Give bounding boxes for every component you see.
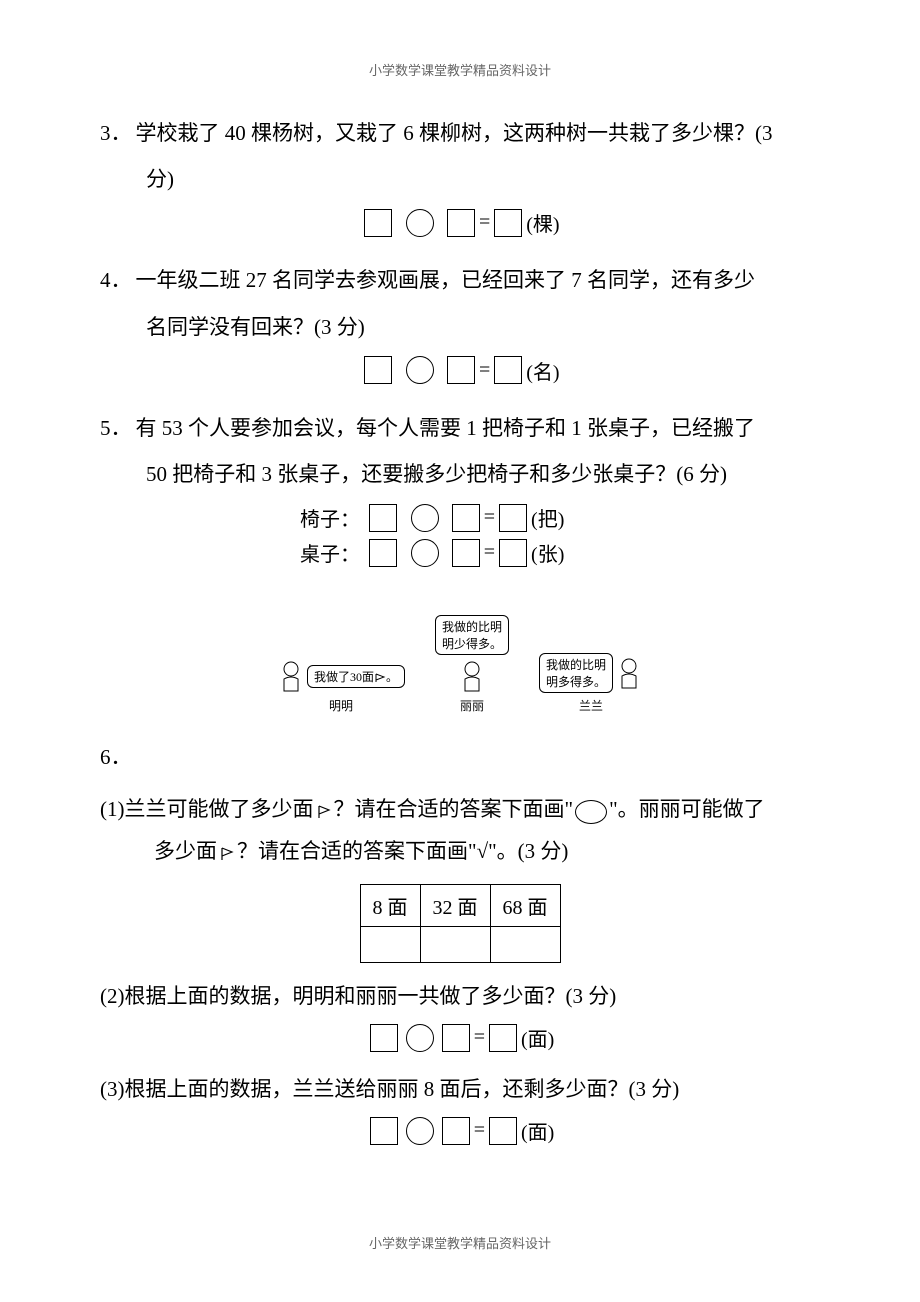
- lili-figure: 我做的比明明少得多。 丽丽: [435, 615, 509, 714]
- lanlan-bubble: 我做的比明明多得多。: [539, 653, 613, 693]
- q6-sub3-unit: (面): [521, 1122, 554, 1144]
- blank-box[interactable]: [447, 209, 475, 237]
- q6-sub1-text-a: (1)兰兰可能做了多少面: [100, 797, 314, 821]
- q6-sub1-line2-a: 多少面: [154, 839, 217, 863]
- q6-sub1-text-c: "。丽丽可能做了: [609, 797, 765, 821]
- q5-chair-equation: 椅子： = (把): [100, 503, 820, 532]
- option-cell: 68 面: [490, 885, 560, 927]
- answer-cell[interactable]: [490, 927, 560, 963]
- blank-box[interactable]: [442, 1024, 470, 1052]
- question-6: 6． (1)兰兰可能做了多少面 ？请在合适的答案下面画" "。丽丽可能做了 多少面 ？…: [100, 734, 820, 1145]
- child-icon: [615, 656, 643, 690]
- q6-sub3: (3)根据上面的数据，兰兰送给丽丽 8 面后，还剩多少面？(3 分): [100, 1068, 820, 1110]
- main-content: 3． 学校栽了 40 棵杨树，又栽了 6 棵柳树，这两种树一共栽了多少棵？(3 …: [100, 110, 820, 1145]
- q6-options-table: 8 面 32 面 68 面: [360, 884, 561, 963]
- question-3: 3． 学校栽了 40 棵杨树，又栽了 6 棵柳树，这两种树一共栽了多少棵？(3 …: [100, 110, 820, 237]
- blank-box[interactable]: [364, 209, 392, 237]
- q6-sub2-equation: = (面): [100, 1023, 820, 1052]
- blank-box[interactable]: [499, 539, 527, 567]
- child-icon: [277, 659, 305, 693]
- q5-desk-unit: (张): [531, 544, 564, 566]
- question-5: 5． 有 53 个人要参加会议，每个人需要 1 把椅子和 1 张桌子，已经搬了 …: [100, 405, 820, 714]
- equals-sign: =: [479, 211, 490, 233]
- flag-icon: [374, 673, 386, 683]
- flag-icon: [316, 804, 332, 820]
- child-icon: [458, 659, 486, 693]
- q6-number: 6．: [100, 734, 132, 780]
- q4-text-line1: 一年级二班 27 名同学去参观画展，已经回来了 7 名同学，还有多少: [136, 257, 821, 303]
- equals-sign: =: [479, 359, 490, 381]
- blank-box[interactable]: [499, 504, 527, 532]
- q4-text-line2: 名同学没有回来？(3 分): [100, 304, 820, 350]
- q3-equation: = (棵): [100, 208, 820, 237]
- page-header: 小学数学课堂教学精品资料设计: [0, 60, 920, 79]
- blank-box[interactable]: [489, 1024, 517, 1052]
- answer-cell[interactable]: [360, 927, 420, 963]
- blank-circle[interactable]: [406, 356, 434, 384]
- page-footer: 小学数学课堂教学精品资料设计: [0, 1233, 920, 1252]
- q5-text-line1: 有 53 个人要参加会议，每个人需要 1 把椅子和 1 张桌子，已经搬了: [136, 405, 821, 451]
- blank-circle[interactable]: [411, 504, 439, 532]
- q6-illustration: 我做了30面。 明明 我做的比明明少得多。 丽丽 我做的比明明多得多。 兰兰: [100, 575, 820, 714]
- equals-sign: =: [484, 506, 495, 528]
- q6-sub2: (2)根据上面的数据，明明和丽丽一共做了多少面？(3 分): [100, 975, 820, 1017]
- blank-box[interactable]: [370, 1024, 398, 1052]
- chair-label: 椅子：: [300, 509, 360, 531]
- blank-circle[interactable]: [406, 1024, 434, 1052]
- q6-sub1-line2: 多少面 ？请在合适的答案下面画"√"。(3 分): [100, 830, 820, 872]
- equals-sign: =: [484, 541, 495, 563]
- lanlan-figure: 我做的比明明多得多。 兰兰: [539, 653, 643, 714]
- q6-sub1-line2-b: ？请在合适的答案下面画"√"。(3 分): [237, 839, 568, 863]
- mingming-figure: 我做了30面。 明明: [277, 659, 405, 714]
- blank-box[interactable]: [494, 356, 522, 384]
- ellipse-icon: [575, 800, 607, 824]
- question-4: 4． 一年级二班 27 名同学去参观画展，已经回来了 7 名同学，还有多少 名同…: [100, 257, 820, 384]
- blank-circle[interactable]: [406, 1117, 434, 1145]
- blank-box[interactable]: [442, 1117, 470, 1145]
- option-cell: 32 面: [420, 885, 490, 927]
- q5-desk-equation: 桌子： = (张): [100, 538, 820, 567]
- q6-sub1-text-b: ？请在合适的答案下面画": [334, 797, 574, 821]
- lili-bubble: 我做的比明明少得多。: [435, 615, 509, 655]
- q5-chair-unit: (把): [531, 509, 564, 531]
- blank-box[interactable]: [364, 356, 392, 384]
- mingming-bubble: 我做了30面。: [307, 665, 405, 688]
- lili-name: 丽丽: [460, 697, 484, 714]
- blank-box[interactable]: [489, 1117, 517, 1145]
- q3-unit: (棵): [526, 214, 559, 236]
- q5-number: 5．: [100, 405, 132, 451]
- mingming-name: 明明: [329, 697, 353, 714]
- desk-label: 桌子：: [300, 544, 360, 566]
- q6-sub2-unit: (面): [521, 1029, 554, 1051]
- equals-sign: =: [474, 1119, 485, 1141]
- q3-number: 3．: [100, 110, 132, 156]
- equals-sign: =: [474, 1026, 485, 1048]
- flag-icon: [219, 846, 235, 862]
- blank-box[interactable]: [494, 209, 522, 237]
- q4-number: 4．: [100, 257, 132, 303]
- blank-box[interactable]: [447, 356, 475, 384]
- q4-unit: (名): [526, 362, 559, 384]
- blank-circle[interactable]: [411, 539, 439, 567]
- option-cell: 8 面: [360, 885, 420, 927]
- blank-box[interactable]: [452, 504, 480, 532]
- table-row: [360, 927, 560, 963]
- q6-sub1: (1)兰兰可能做了多少面 ？请在合适的答案下面画" "。丽丽可能做了: [100, 788, 820, 830]
- blank-box[interactable]: [369, 504, 397, 532]
- blank-box[interactable]: [452, 539, 480, 567]
- q5-text-line2: 50 把椅子和 3 张桌子，还要搬多少把椅子和多少张桌子？(6 分): [100, 451, 820, 497]
- answer-cell[interactable]: [420, 927, 490, 963]
- lanlan-name: 兰兰: [579, 697, 603, 714]
- q6-sub3-equation: = (面): [100, 1116, 820, 1145]
- q4-equation: = (名): [100, 356, 820, 385]
- blank-circle[interactable]: [406, 209, 434, 237]
- table-row: 8 面 32 面 68 面: [360, 885, 560, 927]
- blank-box[interactable]: [369, 539, 397, 567]
- q3-text-line1: 学校栽了 40 棵杨树，又栽了 6 棵柳树，这两种树一共栽了多少棵？(3: [136, 110, 821, 156]
- q3-text-line2: 分): [100, 156, 820, 202]
- blank-box[interactable]: [370, 1117, 398, 1145]
